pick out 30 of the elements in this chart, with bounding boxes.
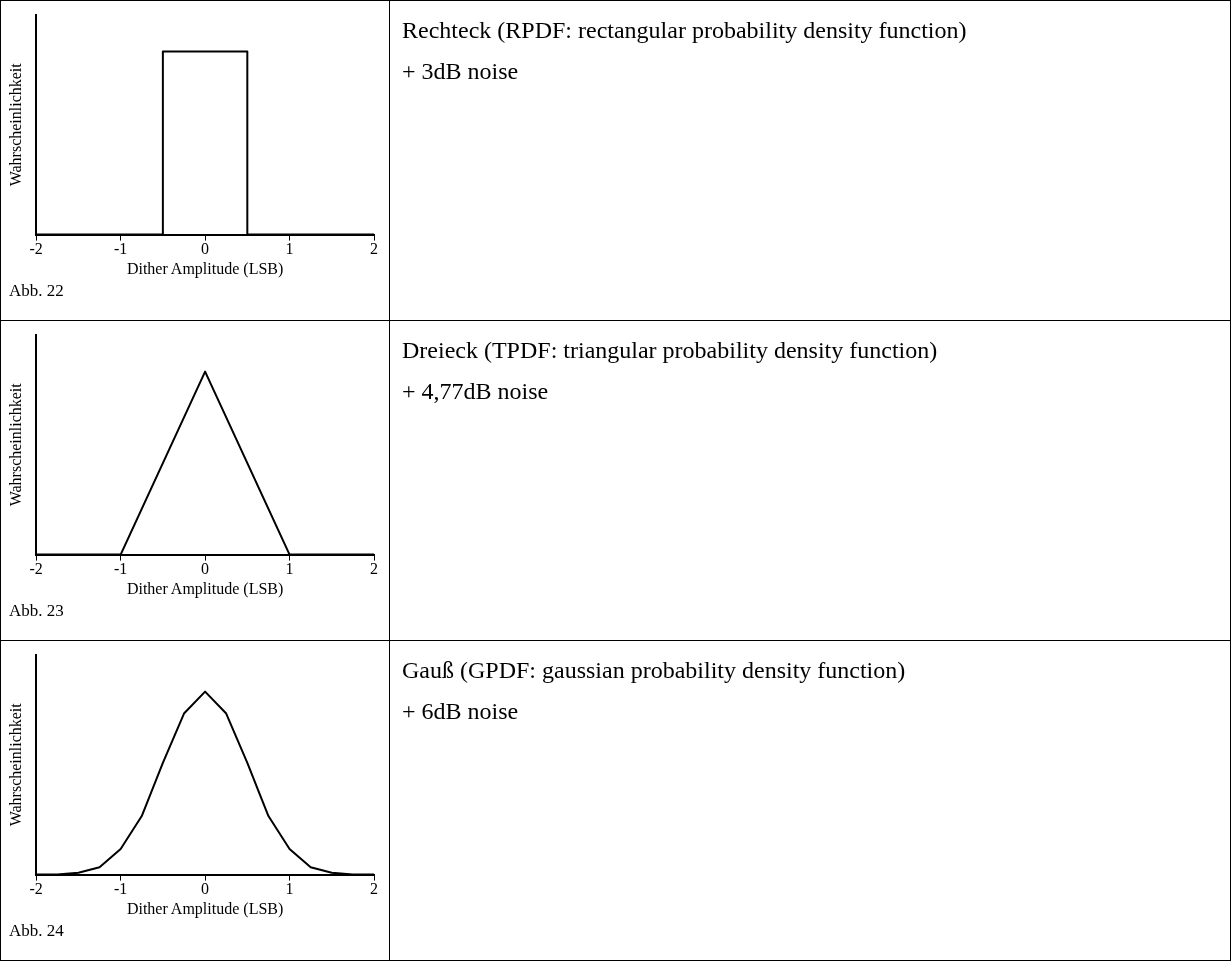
y-axis-title: Wahrscheinlichkeit — [6, 702, 24, 827]
x-tick-label: 0 — [201, 880, 210, 898]
x-tick-label: 1 — [285, 880, 294, 898]
x-tick-label: 2 — [370, 240, 378, 258]
y-axis-title: Wahrscheinlichkeit — [6, 382, 24, 507]
text: + 6dB noise — [402, 698, 520, 725]
x-tick-label: -1 — [113, 880, 128, 898]
caption: Abb. 22 — [9, 281, 65, 301]
x-tick-label: 2 — [370, 560, 378, 578]
x-tick-label: 1 — [285, 240, 294, 258]
x-tick-label: -1 — [113, 560, 128, 578]
caption: Abb. 24 — [9, 921, 65, 941]
x-tick-label: -2 — [29, 880, 43, 898]
x-tick-label: -1 — [113, 240, 128, 258]
x-tick-label: 2 — [370, 880, 378, 898]
y-axis-title: Wahrscheinlichkeit — [6, 62, 24, 187]
x-tick-label: 1 — [285, 560, 294, 578]
x-tick-label: 0 — [201, 560, 210, 578]
caption: Abb. 23 — [9, 601, 65, 621]
text: Rechteck (RPDF: rectangular probability density function) — [402, 17, 968, 44]
text: + 3dB noise — [402, 58, 520, 85]
text: + 4,77dB noise — [402, 378, 550, 405]
x-tick-label: 0 — [201, 240, 210, 258]
x-axis-title: Dither Amplitude (LSB) — [126, 259, 284, 278]
x-tick-label: -2 — [29, 560, 43, 578]
text: Gauß (GPDF: gaussian probability density function) — [402, 657, 907, 684]
text: Dreieck (TPDF: triangular probability density function) — [402, 337, 939, 364]
x-axis-title: Dither Amplitude (LSB) — [126, 899, 284, 918]
x-tick-label: -2 — [29, 240, 43, 258]
x-axis-title: Dither Amplitude (LSB) — [126, 579, 284, 598]
